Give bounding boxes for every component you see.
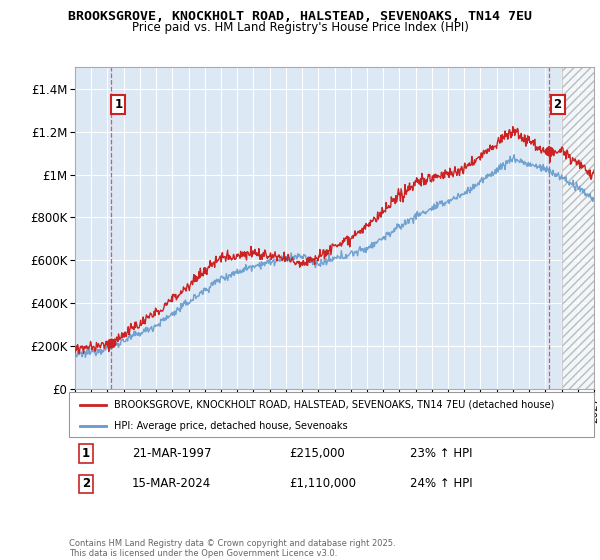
Text: 2: 2 xyxy=(554,98,562,111)
Text: Price paid vs. HM Land Registry's House Price Index (HPI): Price paid vs. HM Land Registry's House … xyxy=(131,21,469,34)
Text: 21-MAR-1997: 21-MAR-1997 xyxy=(132,447,212,460)
Text: 2: 2 xyxy=(82,478,90,491)
Bar xyxy=(562,67,594,389)
Text: 15-MAR-2024: 15-MAR-2024 xyxy=(132,478,211,491)
Text: 24% ↑ HPI: 24% ↑ HPI xyxy=(410,478,473,491)
Text: £1,110,000: £1,110,000 xyxy=(290,478,356,491)
FancyBboxPatch shape xyxy=(69,392,594,437)
Text: 23% ↑ HPI: 23% ↑ HPI xyxy=(410,447,473,460)
Text: 1: 1 xyxy=(82,447,90,460)
Text: HPI: Average price, detached house, Sevenoaks: HPI: Average price, detached house, Seve… xyxy=(113,421,347,431)
Text: BROOKSGROVE, KNOCKHOLT ROAD, HALSTEAD, SEVENOAKS, TN14 7EU (detached house): BROOKSGROVE, KNOCKHOLT ROAD, HALSTEAD, S… xyxy=(113,399,554,409)
Text: BROOKSGROVE, KNOCKHOLT ROAD, HALSTEAD, SEVENOAKS, TN14 7EU: BROOKSGROVE, KNOCKHOLT ROAD, HALSTEAD, S… xyxy=(68,10,532,23)
Bar xyxy=(562,67,594,389)
Text: 1: 1 xyxy=(114,98,122,111)
Text: £215,000: £215,000 xyxy=(290,447,345,460)
Text: Contains HM Land Registry data © Crown copyright and database right 2025.
This d: Contains HM Land Registry data © Crown c… xyxy=(69,539,395,558)
